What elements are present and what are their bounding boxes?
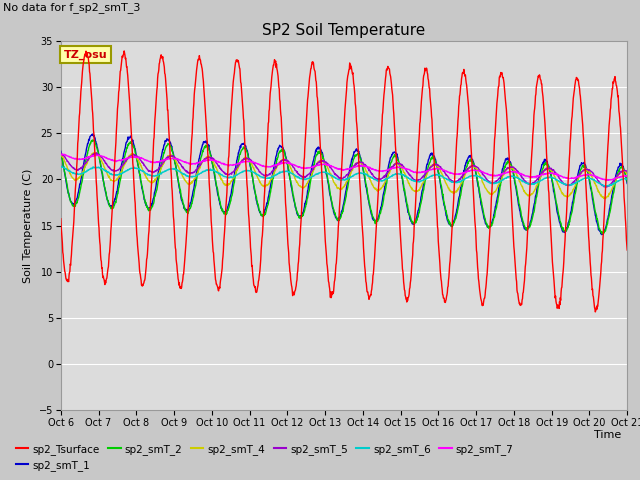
Text: Time: Time	[593, 430, 621, 440]
Text: No data for f_sp2_smT_3: No data for f_sp2_smT_3	[3, 2, 141, 13]
Text: TZ_osu: TZ_osu	[63, 49, 108, 60]
Title: SP2 Soil Temperature: SP2 Soil Temperature	[262, 23, 426, 38]
Legend: sp2_Tsurface, sp2_smT_1, sp2_smT_2, sp2_smT_4, sp2_smT_5, sp2_smT_6, sp2_smT_7: sp2_Tsurface, sp2_smT_1, sp2_smT_2, sp2_…	[12, 439, 518, 475]
Y-axis label: Soil Temperature (C): Soil Temperature (C)	[23, 168, 33, 283]
